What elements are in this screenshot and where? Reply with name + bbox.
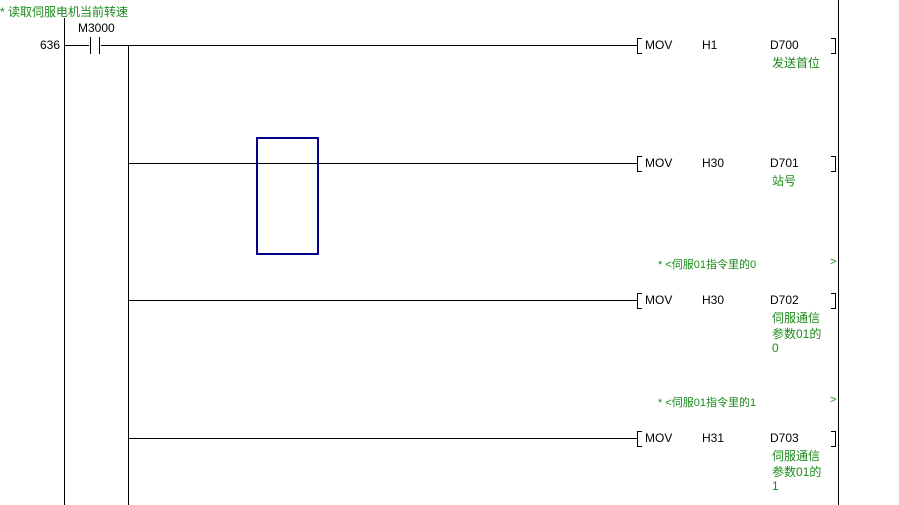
- note-end: >: [830, 256, 837, 268]
- wire: [128, 438, 638, 439]
- opcode: MOV: [645, 38, 673, 52]
- cursor-box: [256, 137, 319, 255]
- open-bracket: [637, 431, 642, 447]
- device-comment: 发送首位: [772, 56, 821, 70]
- branch-line: [128, 45, 129, 505]
- wire: [128, 163, 638, 164]
- wire: [128, 300, 638, 301]
- close-bracket: [831, 38, 836, 54]
- left-power-rail: [64, 18, 65, 505]
- dest-operand: D700: [770, 38, 799, 52]
- close-bracket: [831, 293, 836, 309]
- contact-m3000[interactable]: [89, 37, 101, 54]
- wire: [101, 45, 638, 46]
- contact-label: M3000: [78, 21, 115, 35]
- right-power-rail: [838, 0, 839, 505]
- device-comment: 0: [772, 341, 779, 355]
- step-number: 636: [40, 38, 61, 52]
- open-bracket: [637, 293, 642, 309]
- close-bracket: [831, 156, 836, 172]
- device-comment: 伺服通信: [772, 311, 821, 325]
- source-operand: H31: [702, 431, 725, 445]
- note-end: >: [830, 394, 837, 406]
- statement-note: * <伺服01指令里的0: [658, 259, 757, 271]
- source-operand: H30: [702, 293, 725, 307]
- dest-operand: D701: [770, 156, 799, 170]
- device-comment: 伺服通信: [772, 449, 821, 463]
- source-operand: H30: [702, 156, 725, 170]
- rung-comment: * 读取伺服电机当前转速: [0, 5, 129, 19]
- close-bracket: [831, 431, 836, 447]
- open-bracket: [637, 38, 642, 54]
- dest-operand: D702: [770, 293, 799, 307]
- device-comment: 参数01的: [772, 465, 822, 479]
- device-comment: 1: [772, 479, 779, 493]
- device-comment: 参数01的: [772, 327, 822, 341]
- dest-operand: D703: [770, 431, 799, 445]
- opcode: MOV: [645, 293, 673, 307]
- source-operand: H1: [702, 38, 718, 52]
- statement-note: * <伺服01指令里的1: [658, 397, 757, 409]
- opcode: MOV: [645, 156, 673, 170]
- wire: [64, 45, 89, 46]
- open-bracket: [637, 156, 642, 172]
- opcode: MOV: [645, 431, 673, 445]
- device-comment: 站号: [772, 174, 797, 188]
